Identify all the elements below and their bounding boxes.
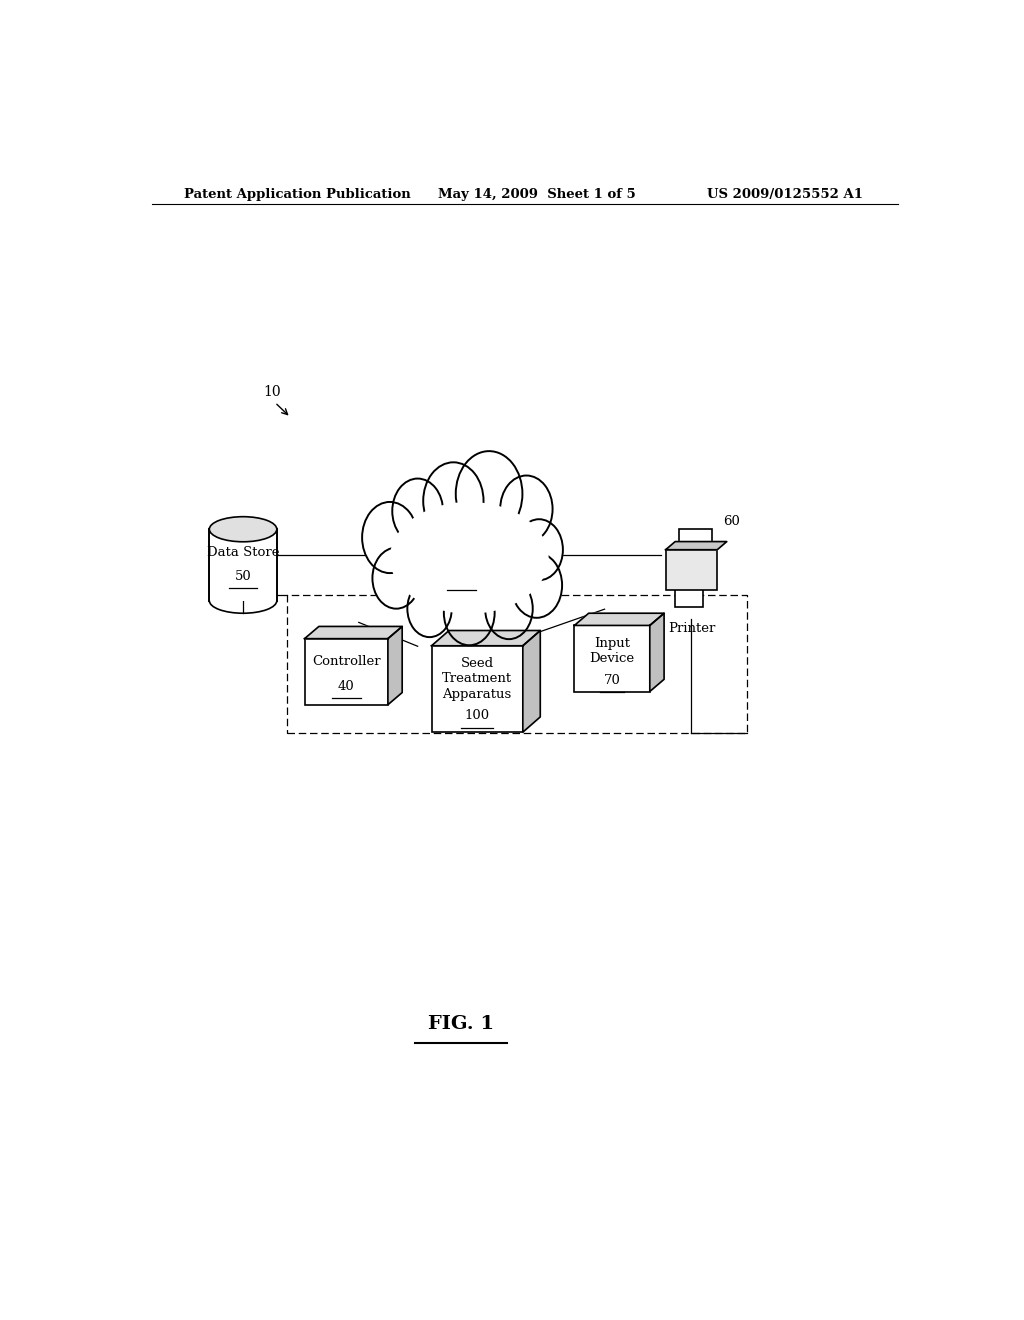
Ellipse shape [390,502,549,614]
Text: Data Store: Data Store [207,546,280,560]
Ellipse shape [209,516,276,541]
Polygon shape [650,614,665,692]
Text: 50: 50 [234,570,252,583]
Circle shape [373,548,420,609]
Polygon shape [523,631,541,733]
Text: Printer: Printer [668,623,715,635]
Circle shape [511,553,562,618]
Circle shape [515,519,563,581]
Circle shape [500,475,553,543]
FancyBboxPatch shape [666,549,717,590]
Text: 100: 100 [465,709,489,722]
Polygon shape [431,631,541,645]
Text: 40: 40 [338,680,354,693]
FancyBboxPatch shape [304,639,388,705]
Text: Input: Input [594,636,630,649]
Circle shape [423,462,483,540]
Text: Treatment: Treatment [442,672,512,685]
Text: May 14, 2009  Sheet 1 of 5: May 14, 2009 Sheet 1 of 5 [437,189,635,202]
Text: Device: Device [590,652,635,665]
Polygon shape [574,614,665,626]
Text: Apparatus: Apparatus [442,688,512,701]
Circle shape [443,581,495,645]
Circle shape [456,451,522,536]
Polygon shape [666,541,727,549]
FancyBboxPatch shape [431,645,523,733]
Text: Controller: Controller [312,655,381,668]
Text: FIG. 1: FIG. 1 [428,1015,495,1034]
Text: Patent Application Publication: Patent Application Publication [183,189,411,202]
Text: Seed: Seed [461,657,494,671]
FancyBboxPatch shape [574,626,650,692]
Text: 70: 70 [604,673,621,686]
Polygon shape [388,627,402,705]
FancyBboxPatch shape [675,589,703,607]
Circle shape [392,479,443,544]
Circle shape [408,581,452,638]
Text: 20: 20 [452,572,471,586]
Text: 60: 60 [723,515,740,528]
Text: US 2009/0125552 A1: US 2009/0125552 A1 [708,189,863,202]
Text: 10: 10 [263,385,281,399]
FancyBboxPatch shape [679,529,712,552]
Text: Network: Network [419,541,504,558]
Polygon shape [304,627,402,639]
Circle shape [485,578,532,639]
Circle shape [362,502,418,573]
FancyBboxPatch shape [209,529,276,601]
